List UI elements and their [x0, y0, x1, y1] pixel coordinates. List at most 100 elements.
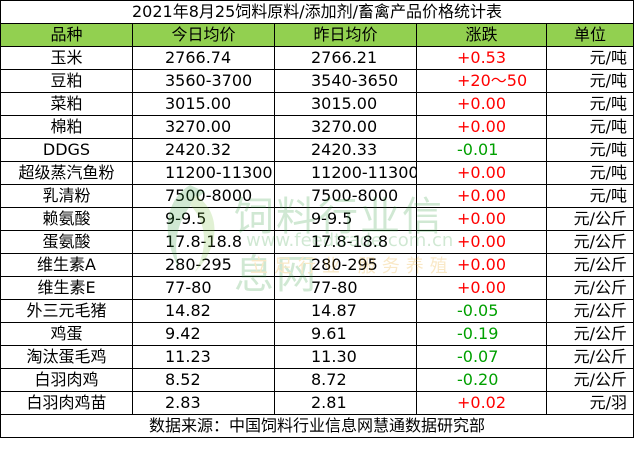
cell-unit: 元/吨: [545, 138, 634, 162]
cell-unit: 元/公斤: [545, 253, 634, 277]
cell-yesterday-price: 7500-8000: [274, 184, 417, 208]
cell-today-price: 2.83: [132, 391, 275, 415]
cell-change: +0.00: [416, 253, 547, 277]
cell-yesterday-price: 77-80: [274, 276, 417, 300]
cell-yesterday-price: 9-9.5: [274, 207, 417, 231]
cell-yesterday-price: 3540-3650: [274, 69, 417, 93]
cell-name: 维生素A: [0, 253, 133, 277]
cell-name: 乳清粉: [0, 184, 133, 208]
cell-yesterday-price: 11.30: [274, 345, 417, 369]
price-table: 2021年8月25饲料原料/添加剂/畜禽产品价格统计表 品种 今日均价 昨日均价…: [0, 0, 634, 438]
table-row: 乳清粉 7500-8000 7500-8000 +0.00 元/吨: [0, 184, 634, 208]
cell-yesterday-price: 2766.21: [274, 46, 417, 70]
cell-change: +0.00: [416, 207, 547, 231]
table-row: 玉米 2766.74 2766.21 +0.53 元/吨: [0, 46, 634, 70]
cell-today-price: 280-295: [132, 253, 275, 277]
table-row: 菜粕 3015.00 3015.00 +0.00 元/吨: [0, 92, 634, 116]
cell-name: DDGS: [0, 138, 133, 162]
header-unit: 单位: [545, 23, 634, 47]
cell-today-price: 11200-11300: [132, 161, 275, 185]
cell-name: 超级蒸汽鱼粉: [0, 161, 133, 185]
cell-today-price: 3015.00: [132, 92, 275, 116]
cell-yesterday-price: 8.72: [274, 368, 417, 392]
cell-unit: 元/公斤: [545, 299, 634, 323]
cell-change: +0.00: [416, 92, 547, 116]
table-row: 维生素E 77-80 77-80 +0.00 元/公斤: [0, 276, 634, 300]
cell-today-price: 3270.00: [132, 115, 275, 139]
table-row: 超级蒸汽鱼粉 11200-11300 11200-11300 +0.00 元/吨: [0, 161, 634, 185]
cell-today-price: 17.8-18.8: [132, 230, 275, 254]
table-row: 棉粕 3270.00 3270.00 +0.00 元/吨: [0, 115, 634, 139]
table-row: 鸡蛋 9.42 9.61 -0.19 元/公斤: [0, 322, 634, 346]
cell-change: +0.00: [416, 230, 547, 254]
cell-yesterday-price: 11200-11300: [274, 161, 417, 185]
table-row: 淘汰蛋毛鸡 11.23 11.30 -0.07 元/公斤: [0, 345, 634, 369]
cell-change: +20～50: [416, 69, 547, 93]
table-body: 玉米 2766.74 2766.21 +0.53 元/吨 豆粕 3560-3700 3540-…: [0, 46, 634, 415]
cell-name: 淘汰蛋毛鸡: [0, 345, 133, 369]
cell-name: 豆粕: [0, 69, 133, 93]
cell-unit: 元/吨: [545, 161, 634, 185]
table-row: 白羽肉鸡苗 2.83 2.81 +0.02 元/羽: [0, 391, 634, 415]
header-change: 涨跌: [416, 23, 547, 47]
cell-name: 菜粕: [0, 92, 133, 116]
table-row: 豆粕 3560-3700 3540-3650 +20～50 元/吨: [0, 69, 634, 93]
cell-change: +0.53: [416, 46, 547, 70]
cell-unit: 元/公斤: [545, 276, 634, 300]
cell-yesterday-price: 17.8-18.8: [274, 230, 417, 254]
data-source-note: 数据来源：中国饲料行业信息网慧通数据研究部: [0, 414, 634, 438]
cell-change: +0.00: [416, 115, 547, 139]
cell-name: 白羽肉鸡苗: [0, 391, 133, 415]
header-name: 品种: [0, 23, 133, 47]
cell-unit: 元/吨: [545, 92, 634, 116]
cell-name: 蛋氨酸: [0, 230, 133, 254]
cell-name: 棉粕: [0, 115, 133, 139]
cell-today-price: 3560-3700: [132, 69, 275, 93]
cell-unit: 元/公斤: [545, 230, 634, 254]
cell-yesterday-price: 3015.00: [274, 92, 417, 116]
cell-yesterday-price: 280-295: [274, 253, 417, 277]
cell-change: -0.07: [416, 345, 547, 369]
cell-unit: 元/公斤: [545, 322, 634, 346]
cell-unit: 元/公斤: [545, 207, 634, 231]
cell-today-price: 77-80: [132, 276, 275, 300]
cell-unit: 元/公斤: [545, 345, 634, 369]
cell-change: -0.19: [416, 322, 547, 346]
cell-today-price: 2766.74: [132, 46, 275, 70]
cell-change: +0.00: [416, 184, 547, 208]
header-today: 今日均价: [132, 23, 275, 47]
cell-name: 外三元毛猪: [0, 299, 133, 323]
table-row: 蛋氨酸 17.8-18.8 17.8-18.8 +0.00 元/公斤: [0, 230, 634, 254]
cell-name: 玉米: [0, 46, 133, 70]
table-title: 2021年8月25饲料原料/添加剂/畜禽产品价格统计表: [0, 0, 634, 24]
cell-today-price: 14.82: [132, 299, 275, 323]
cell-unit: 元/吨: [545, 46, 634, 70]
cell-unit: 元/吨: [545, 69, 634, 93]
cell-today-price: 9.42: [132, 322, 275, 346]
header-row: 品种 今日均价 昨日均价 涨跌 单位: [0, 23, 634, 47]
cell-today-price: 2420.32: [132, 138, 275, 162]
cell-yesterday-price: 3270.00: [274, 115, 417, 139]
cell-change: -0.01: [416, 138, 547, 162]
table-row: 白羽肉鸡 8.52 8.72 -0.20 元/公斤: [0, 368, 634, 392]
cell-unit: 元/吨: [545, 184, 634, 208]
cell-yesterday-price: 2420.33: [274, 138, 417, 162]
cell-change: +0.00: [416, 276, 547, 300]
cell-today-price: 8.52: [132, 368, 275, 392]
cell-name: 白羽肉鸡: [0, 368, 133, 392]
cell-unit: 元/羽: [545, 391, 634, 415]
table-row: DDGS 2420.32 2420.33 -0.01 元/吨: [0, 138, 634, 162]
cell-yesterday-price: 2.81: [274, 391, 417, 415]
table-row: 维生素A 280-295 280-295 +0.00 元/公斤: [0, 253, 634, 277]
cell-today-price: 7500-8000: [132, 184, 275, 208]
cell-today-price: 9-9.5: [132, 207, 275, 231]
header-yesterday: 昨日均价: [274, 23, 417, 47]
cell-yesterday-price: 14.87: [274, 299, 417, 323]
cell-change: +0.02: [416, 391, 547, 415]
cell-change: -0.05: [416, 299, 547, 323]
cell-name: 鸡蛋: [0, 322, 133, 346]
cell-today-price: 11.23: [132, 345, 275, 369]
table-row: 外三元毛猪 14.82 14.87 -0.05 元/公斤: [0, 299, 634, 323]
cell-name: 维生素E: [0, 276, 133, 300]
cell-change: +0.00: [416, 161, 547, 185]
